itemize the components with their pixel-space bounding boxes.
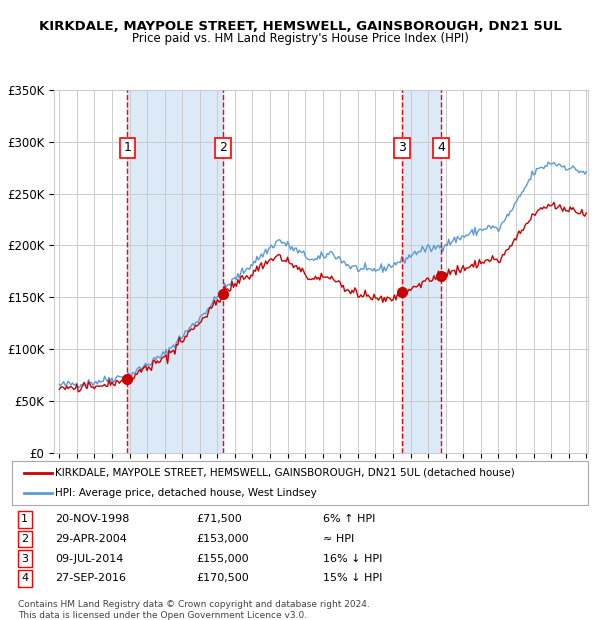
Text: 2: 2 <box>21 534 28 544</box>
Text: 27-SEP-2016: 27-SEP-2016 <box>55 574 126 583</box>
Text: 15% ↓ HPI: 15% ↓ HPI <box>323 574 382 583</box>
Text: Contains HM Land Registry data © Crown copyright and database right 2024.: Contains HM Land Registry data © Crown c… <box>18 600 370 609</box>
Text: 09-JUL-2014: 09-JUL-2014 <box>55 554 124 564</box>
Text: £153,000: £153,000 <box>196 534 249 544</box>
Bar <box>127 90 223 453</box>
Text: 2: 2 <box>219 141 227 154</box>
Text: 3: 3 <box>21 554 28 564</box>
Text: ≈ HPI: ≈ HPI <box>323 534 354 544</box>
Text: 4: 4 <box>21 574 28 583</box>
Text: 1: 1 <box>124 141 131 154</box>
Text: £155,000: £155,000 <box>196 554 249 564</box>
Text: 6% ↑ HPI: 6% ↑ HPI <box>323 514 376 525</box>
Text: £170,500: £170,500 <box>196 574 249 583</box>
Bar <box>402 90 441 453</box>
Text: 4: 4 <box>437 141 445 154</box>
Text: HPI: Average price, detached house, West Lindsey: HPI: Average price, detached house, West… <box>55 488 317 498</box>
Text: This data is licensed under the Open Government Licence v3.0.: This data is licensed under the Open Gov… <box>18 611 307 620</box>
Text: Price paid vs. HM Land Registry's House Price Index (HPI): Price paid vs. HM Land Registry's House … <box>131 32 469 45</box>
Text: 20-NOV-1998: 20-NOV-1998 <box>55 514 130 525</box>
Text: 29-APR-2004: 29-APR-2004 <box>55 534 127 544</box>
Text: 3: 3 <box>398 141 406 154</box>
Text: KIRKDALE, MAYPOLE STREET, HEMSWELL, GAINSBOROUGH, DN21 5UL (detached house): KIRKDALE, MAYPOLE STREET, HEMSWELL, GAIN… <box>55 467 515 478</box>
Text: £71,500: £71,500 <box>196 514 242 525</box>
Text: 1: 1 <box>21 514 28 525</box>
Text: KIRKDALE, MAYPOLE STREET, HEMSWELL, GAINSBOROUGH, DN21 5UL: KIRKDALE, MAYPOLE STREET, HEMSWELL, GAIN… <box>38 20 562 33</box>
Text: 16% ↓ HPI: 16% ↓ HPI <box>323 554 382 564</box>
